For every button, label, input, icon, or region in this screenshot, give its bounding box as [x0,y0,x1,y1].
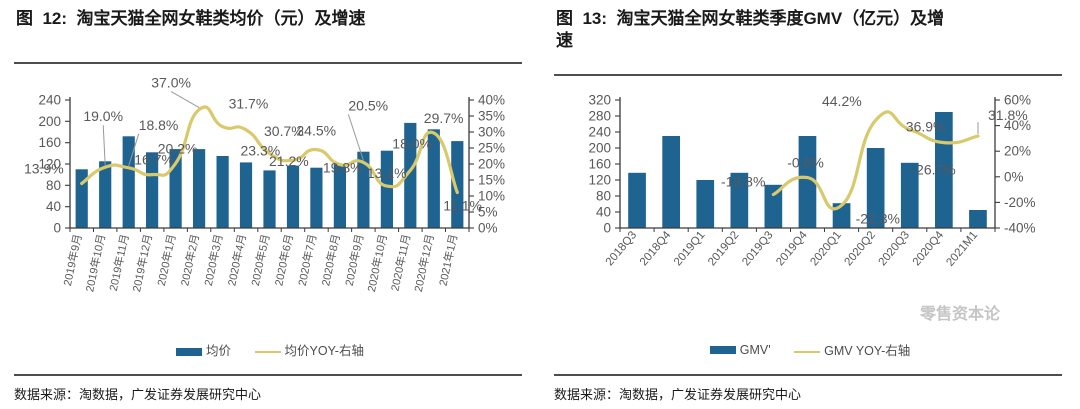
svg-text:40%: 40% [478,93,505,108]
svg-text:31.7%: 31.7% [229,96,269,112]
svg-text:2019年11月: 2019年11月 [106,233,132,293]
svg-text:20.2%: 20.2% [158,140,198,156]
svg-text:160: 160 [38,135,61,150]
svg-text:2019年10月: 2019年10月 [82,233,108,293]
svg-text:0: 0 [53,221,61,236]
svg-text:11.1%: 11.1% [443,198,482,214]
svg-text:13.9%: 13.9% [24,161,64,177]
svg-text:2020年12月: 2020年12月 [411,233,437,293]
svg-text:2019年12月: 2019年12月 [129,233,155,293]
svg-text:19.0%: 19.0% [83,108,123,124]
svg-text:21.2%: 21.2% [269,153,309,169]
svg-text:240: 240 [38,93,61,108]
svg-text:24.5%: 24.5% [296,123,336,139]
svg-text:18.8%: 18.8% [139,117,179,133]
svg-text:19.8%: 19.8% [323,160,363,176]
svg-text:2020年3月: 2020年3月 [201,233,226,287]
svg-text:20.5%: 20.5% [348,97,388,113]
svg-text:2021年1月: 2021年1月 [436,233,461,287]
svg-text:200: 200 [38,114,61,129]
svg-text:35%: 35% [478,109,505,124]
svg-text:2019年9月: 2019年9月 [60,233,85,287]
svg-text:2020年2月: 2020年2月 [177,233,202,287]
svg-text:2020年6月: 2020年6月 [271,233,296,287]
svg-text:29.7%: 29.7% [424,110,464,126]
svg-text:2020年9月: 2020年9月 [342,233,367,287]
svg-text:0%: 0% [478,221,498,236]
svg-text:37.0%: 37.0% [151,75,191,91]
svg-text:2020年8月: 2020年8月 [318,233,343,287]
svg-text:2020年10月: 2020年10月 [364,233,390,293]
svg-text:15%: 15% [478,173,505,188]
svg-text:13.1%: 13.1% [367,165,407,181]
svg-text:40: 40 [46,199,61,214]
svg-text:20%: 20% [478,157,505,172]
svg-text:2020年5月: 2020年5月 [248,233,273,287]
svg-text:2020年1月: 2020年1月 [154,233,179,287]
svg-text:2020年7月: 2020年7月 [295,233,320,287]
svg-text:2020年11月: 2020年11月 [388,233,414,293]
svg-text:80: 80 [46,178,61,193]
svg-text:30%: 30% [478,125,505,140]
svg-text:25%: 25% [478,141,505,156]
svg-text:10%: 10% [478,189,505,204]
svg-text:2020年4月: 2020年4月 [224,233,249,287]
svg-text:18.0%: 18.0% [392,135,432,151]
